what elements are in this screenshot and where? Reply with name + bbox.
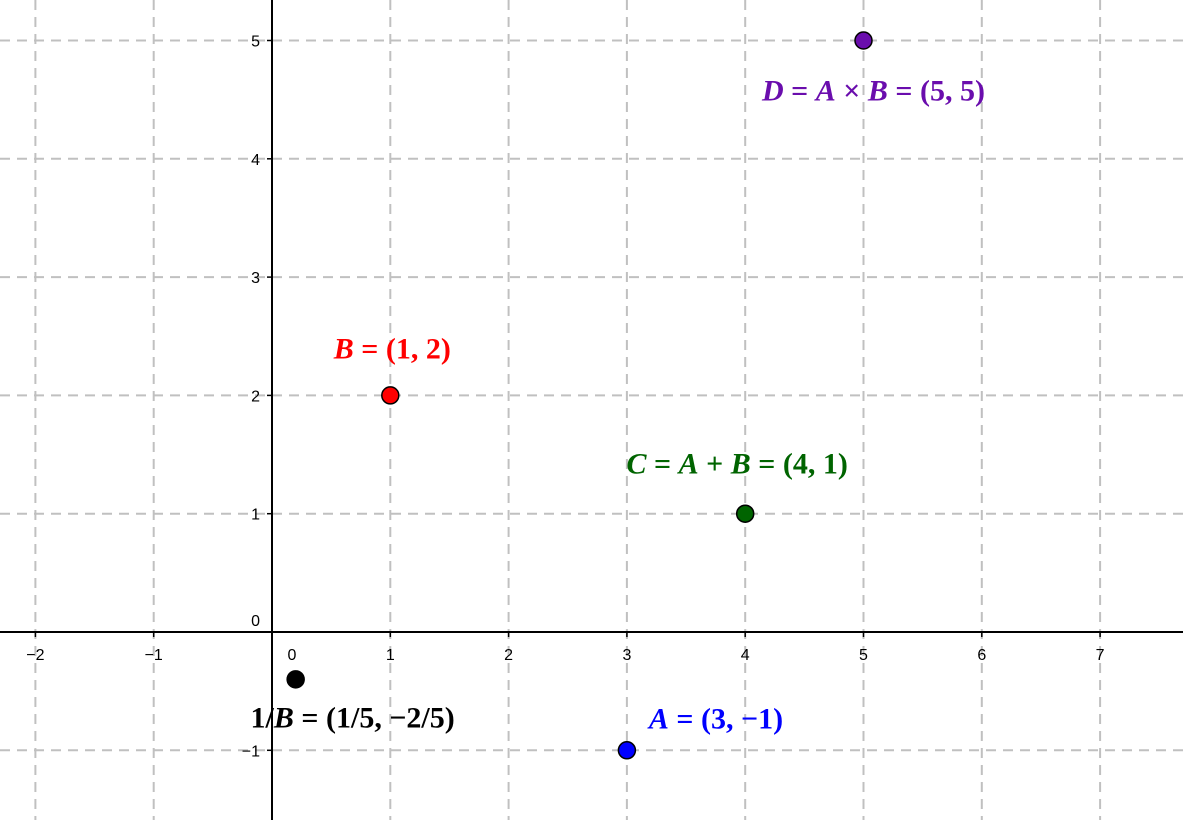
point-c-label-part: = (4, 1) bbox=[751, 448, 848, 481]
x-tick-label-0: −2 bbox=[26, 647, 44, 664]
point-a[interactable] bbox=[617, 741, 637, 760]
point-b-label-part: = (1, 2) bbox=[354, 332, 451, 365]
x-tick-label-4: 2 bbox=[504, 647, 513, 664]
point-c-label: C = A + B = (4, 1) bbox=[627, 448, 848, 481]
y-tick-label-5: 4 bbox=[251, 152, 260, 169]
point-b[interactable] bbox=[381, 386, 400, 405]
point-inverse-b-label: 1/B = (1/5, −2/5) bbox=[251, 701, 455, 734]
point-a-label-part: = (3, −1) bbox=[669, 702, 783, 735]
point-a-label-part: A bbox=[647, 702, 669, 735]
x-tick-label-2: 0 bbox=[288, 647, 297, 664]
point-d-label-part: = bbox=[784, 75, 816, 108]
y-tick-label-1: 0 bbox=[251, 613, 260, 630]
x-tick-label-7: 5 bbox=[859, 647, 868, 664]
point-d[interactable] bbox=[854, 31, 873, 50]
x-tick-label-9: 7 bbox=[1096, 647, 1105, 664]
y-tick-label-2: 1 bbox=[251, 507, 260, 524]
y-tick-label-4: 3 bbox=[251, 270, 260, 287]
y-tick-label-3: 2 bbox=[251, 388, 260, 405]
x-tick-label-8: 6 bbox=[977, 647, 986, 664]
point-d-label-part: B bbox=[867, 75, 888, 108]
point-d-label-part: A bbox=[814, 75, 836, 108]
point-b-label: B = (1, 2) bbox=[333, 332, 451, 365]
point-a-label: A = (3, −1) bbox=[647, 702, 783, 735]
point-c-label-part: + bbox=[699, 448, 731, 481]
point-c-label-part: = bbox=[647, 448, 679, 481]
point-c-label-part: B bbox=[730, 448, 751, 481]
point-d-label: D = A × B = (5, 5) bbox=[761, 75, 985, 108]
x-tick-label-1: −1 bbox=[145, 647, 163, 664]
y-tick-label-6: 5 bbox=[251, 34, 260, 51]
y-tick-label-0: −1 bbox=[242, 743, 260, 760]
point-d-label-part: × bbox=[836, 75, 868, 108]
x-tick-label-6: 4 bbox=[741, 647, 750, 664]
point-inverse-b-label-part: 1/ bbox=[251, 701, 275, 734]
point-c[interactable] bbox=[735, 504, 755, 523]
x-tick-label-5: 3 bbox=[622, 647, 631, 664]
point-c-label-part: A bbox=[677, 448, 699, 481]
point-inverse-b[interactable] bbox=[286, 670, 305, 689]
point-inverse-b-label-part: B bbox=[273, 701, 294, 734]
tick-labels: −2 −1 0 1 2 3 4 5 6 7 −1 0 1 2 3 4 5 bbox=[26, 34, 1104, 761]
point-inverse-b-label-part: = (1/5, −2/5) bbox=[294, 701, 455, 734]
point-c-label-part: C bbox=[627, 448, 648, 481]
point-b-label-part: B bbox=[333, 332, 354, 365]
x-tick-label-3: 1 bbox=[386, 647, 395, 664]
point-d-label-part: = (5, 5) bbox=[888, 75, 985, 108]
points: A = (3, −1) B = (1, 2) C = A + B = (4, 1) D… bbox=[251, 31, 985, 760]
point-d-label-part: D bbox=[761, 75, 784, 108]
